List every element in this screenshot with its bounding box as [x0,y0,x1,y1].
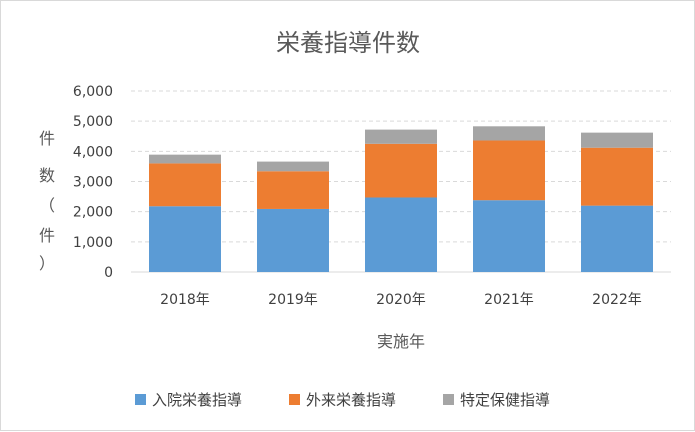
legend-swatch [443,394,454,405]
bar-segment [365,143,437,198]
bar-segment [581,132,653,148]
y-tick-label: 3,000 [73,175,113,191]
x-tick-label: 2019年 [268,292,318,308]
bar-segment [473,140,545,201]
legend-swatch [289,394,300,405]
x-tick-labels: 2018年 2019年 2020年 2021年 2022年 [160,292,642,308]
legend-swatch [135,394,146,405]
x-tick-label: 2022年 [592,292,642,308]
y-axis-title-char: 件 [39,129,55,148]
y-tick-labels: 0 1,000 2,000 3,000 4,000 5,000 6,000 [73,84,113,281]
legend-label: 特定保健指導 [460,391,550,409]
bar-segment [473,200,545,272]
y-axis-title-char: ） [39,254,55,273]
y-tick-label: 1,000 [73,235,113,251]
bar-segment [581,147,653,206]
bar-segment [257,171,329,209]
bar-segment [257,208,329,272]
bars [149,126,653,272]
chart-title: 栄養指導件数 [276,29,420,57]
y-tick-label: 4,000 [73,144,113,160]
y-axis-title: 件数（件） [39,129,55,273]
legend: 入院栄養指導 外来栄養指導 特定保健指導 [135,391,550,409]
y-tick-label: 2,000 [73,205,113,221]
y-tick-label: 6,000 [73,84,113,100]
bar-segment [365,197,437,272]
x-tick-label: 2020年 [376,292,426,308]
bar-segment [257,161,329,172]
bar-segment [365,129,437,144]
legend-label: 入院栄養指導 [152,391,242,409]
x-tick-label: 2021年 [484,292,534,308]
y-axis-title-char: （ [39,196,55,215]
y-tick-label: 0 [104,265,113,281]
x-axis-title: 実施年 [377,332,425,351]
bar-segment [149,163,221,207]
y-axis-title-char: 件 [39,226,55,245]
bar-segment [473,126,545,141]
y-axis-title-char: 数 [39,166,55,185]
bar-segment [149,206,221,272]
bar-segment [149,154,221,164]
legend-label: 外来栄養指導 [306,391,396,409]
y-tick-label: 5,000 [73,114,113,130]
bar-segment [581,205,653,272]
x-tick-label: 2018年 [160,292,210,308]
